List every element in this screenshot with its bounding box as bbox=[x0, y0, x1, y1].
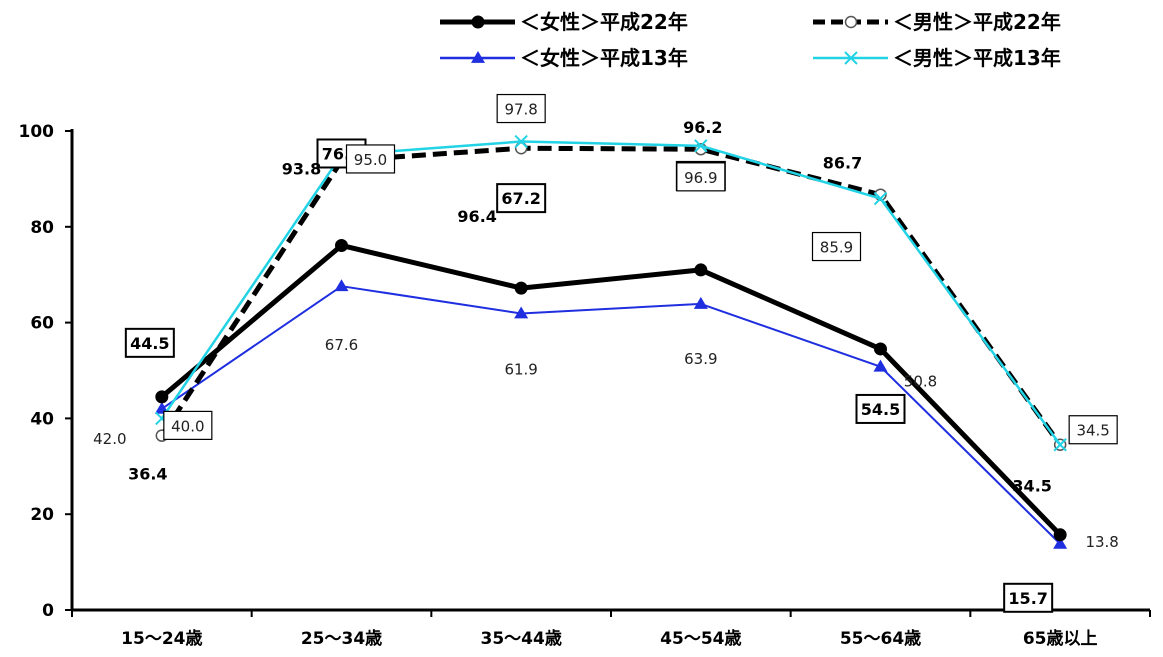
series-line bbox=[160, 242, 1062, 537]
data-label-box bbox=[496, 93, 546, 124]
data-label: 96.9 bbox=[684, 169, 717, 187]
x-tick-label: 65歳以上 bbox=[1023, 628, 1098, 649]
legend-label: ＜女性＞平成13年 bbox=[520, 46, 688, 70]
data-point bbox=[514, 134, 528, 149]
data-label: 96.4 bbox=[457, 207, 496, 226]
x-tick-label: 45〜54歳 bbox=[660, 628, 741, 649]
data-label: 13.8 bbox=[1085, 533, 1118, 551]
data-label: 93.8 bbox=[282, 160, 321, 179]
data-label-box bbox=[1068, 415, 1118, 445]
data-point bbox=[514, 306, 529, 319]
data-point bbox=[1053, 528, 1067, 542]
data-point bbox=[334, 279, 349, 292]
legend-label: ＜女性＞平成22年 bbox=[520, 10, 688, 34]
data-point bbox=[694, 263, 708, 277]
series-layer bbox=[154, 134, 1068, 549]
data-point bbox=[155, 390, 169, 404]
legend: ＜女性＞平成22年 ＜男性＞平成22年 ＜女性＞平成13年 ＜男性＞平成13年 bbox=[440, 10, 1061, 70]
data-labels: 44.576.167.271.054.515.736.493.896.496.2… bbox=[93, 93, 1119, 613]
y-tick-label: 100 bbox=[19, 122, 55, 142]
data-label: 44.5 bbox=[130, 334, 169, 353]
data-label: 54.5 bbox=[861, 400, 900, 419]
data-label-box bbox=[496, 183, 547, 214]
data-label-box bbox=[1003, 582, 1054, 613]
y-tick-label: 0 bbox=[42, 601, 54, 621]
data-label: 61.9 bbox=[504, 360, 537, 378]
data-label-box bbox=[345, 144, 396, 174]
data-point bbox=[154, 401, 169, 414]
data-label-box bbox=[855, 393, 906, 424]
x-tick-label: 55〜64歳 bbox=[840, 628, 921, 649]
x-tick-label: 25〜34歳 bbox=[301, 628, 382, 649]
data-label: 85.9 bbox=[820, 239, 853, 257]
data-label-box bbox=[163, 410, 213, 440]
data-point bbox=[874, 342, 887, 356]
data-label-box bbox=[811, 231, 862, 262]
y-tick-label: 60 bbox=[30, 314, 54, 334]
legend-entry-3: ＜男性＞平成13年 bbox=[813, 46, 1061, 70]
data-label: 50.8 bbox=[904, 373, 937, 391]
data-point bbox=[694, 139, 708, 153]
data-label-box bbox=[124, 327, 175, 358]
series-line bbox=[160, 140, 1062, 446]
data-label: 96.2 bbox=[683, 118, 722, 137]
data-label: 34.5 bbox=[1076, 422, 1109, 440]
data-label: 15.7 bbox=[1008, 589, 1047, 608]
axes: 0 20 40 60 80 100 15〜24歳 25〜34歳 35〜44歳 45〜54歳 55〜6… bbox=[19, 122, 1151, 649]
series-line bbox=[159, 145, 1063, 447]
data-label: 97.8 bbox=[504, 101, 537, 119]
legend-label: ＜男性＞平成13年 bbox=[893, 46, 1061, 70]
series-1 bbox=[155, 141, 1067, 451]
data-point bbox=[693, 296, 708, 309]
series-0 bbox=[155, 238, 1067, 542]
legend-label: ＜男性＞平成22年 bbox=[893, 10, 1061, 34]
legend-entry-1: ＜男性＞平成22年 bbox=[813, 10, 1061, 34]
data-point bbox=[335, 238, 348, 252]
legend-entry-2: ＜女性＞平成13年 bbox=[440, 46, 688, 70]
legend-marker bbox=[844, 15, 858, 29]
series-2 bbox=[154, 279, 1068, 549]
data-label: 36.4 bbox=[128, 465, 167, 484]
data-label: 42.0 bbox=[93, 430, 126, 448]
data-point bbox=[1053, 438, 1067, 452]
data-point bbox=[1053, 536, 1068, 549]
data-label: 67.2 bbox=[501, 189, 540, 208]
data-label: 40.0 bbox=[171, 417, 204, 435]
y-tick-label: 40 bbox=[30, 409, 54, 429]
data-label: 86.7 bbox=[823, 154, 862, 173]
legend-marker bbox=[471, 51, 485, 63]
data-point bbox=[873, 359, 888, 372]
y-tick-label: 80 bbox=[30, 218, 54, 238]
legend-marker bbox=[471, 15, 485, 29]
legend-marker bbox=[844, 51, 858, 65]
x-tick-label: 15〜24歳 bbox=[121, 628, 202, 649]
data-point bbox=[514, 281, 528, 295]
y-tick-label: 20 bbox=[30, 505, 54, 525]
series-line bbox=[161, 285, 1061, 545]
data-label-box bbox=[676, 162, 726, 192]
data-label: 63.9 bbox=[684, 350, 717, 368]
x-tick-label: 35〜44歳 bbox=[481, 628, 562, 649]
data-label: 67.6 bbox=[325, 336, 358, 354]
data-label: 34.5 bbox=[1012, 477, 1051, 496]
legend-entry-0: ＜女性＞平成22年 bbox=[440, 10, 688, 34]
series-3 bbox=[155, 134, 1067, 452]
data-point bbox=[873, 191, 888, 206]
data-label: 95.0 bbox=[354, 151, 387, 169]
